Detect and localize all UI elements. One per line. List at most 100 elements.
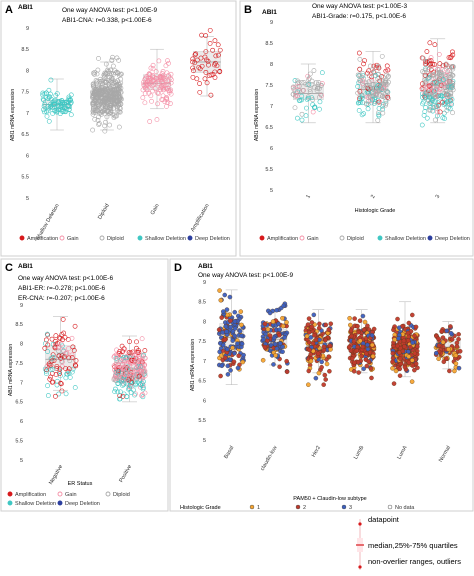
- data-point: [192, 52, 198, 58]
- data-point: [73, 363, 79, 369]
- data-point: [99, 104, 105, 110]
- data-point: [420, 69, 426, 74]
- data-point: [426, 83, 432, 89]
- data-point: [454, 344, 460, 349]
- data-point: [119, 362, 125, 367]
- data-point: [121, 354, 127, 360]
- panel-b-plot: 5 5.5 6 6.5 7 7.5 8 8.5 9 1 2 3 Amplification Gain Dip…: [259, 20, 470, 242]
- data-point: [276, 321, 281, 327]
- data-point: [56, 344, 62, 349]
- data-point: [413, 361, 419, 367]
- data-point: [212, 69, 218, 75]
- data-point: [292, 78, 298, 83]
- data-point: [154, 117, 160, 122]
- data-point: [380, 101, 386, 107]
- data-point: [230, 345, 235, 351]
- data-point: [61, 330, 67, 336]
- x-tick-label: Positive: [118, 464, 133, 484]
- data-point: [44, 331, 50, 337]
- data-point: [45, 96, 51, 101]
- data-point: [133, 351, 139, 357]
- x-tick-label: Her2: [311, 445, 322, 458]
- data-point: [409, 379, 415, 384]
- data-point: [40, 90, 46, 96]
- data-point: [315, 351, 321, 356]
- data-point: [72, 385, 78, 390]
- data-point: [113, 386, 118, 392]
- data-point: [216, 327, 222, 332]
- x-tick-label: claudin-low: [260, 445, 279, 472]
- key-median-label: median,25%-75% quartiles: [368, 541, 458, 550]
- data-point: [196, 65, 202, 70]
- y-tick-label: 7: [26, 111, 29, 117]
- data-point: [53, 372, 59, 377]
- data-point: [69, 369, 75, 375]
- data-point: [360, 313, 366, 319]
- data-point: [356, 108, 362, 113]
- data-point: [117, 389, 123, 395]
- data-point: [376, 110, 381, 116]
- data-point: [66, 366, 72, 372]
- data-point: [95, 108, 100, 114]
- data-point: [267, 310, 273, 316]
- data-point: [128, 360, 133, 366]
- data-point: [42, 345, 48, 351]
- data-point: [212, 38, 218, 44]
- data-point: [349, 333, 354, 339]
- data-point: [413, 324, 419, 330]
- data-point: [164, 104, 169, 109]
- data-point: [423, 95, 429, 100]
- data-point: [436, 343, 442, 348]
- data-point: [54, 109, 60, 115]
- data-point: [443, 356, 449, 361]
- data-point: [434, 109, 440, 115]
- data-point: [68, 92, 74, 98]
- data-point: [277, 327, 282, 332]
- data-point: [456, 332, 461, 337]
- data-point: [423, 91, 428, 97]
- data-point: [113, 95, 119, 101]
- data-point: [63, 366, 69, 371]
- data-point: [191, 68, 196, 74]
- data-point: [127, 339, 132, 344]
- data-point: [262, 321, 268, 327]
- data-point: [202, 76, 208, 82]
- data-point: [405, 330, 411, 336]
- data-point: [123, 377, 128, 383]
- data-point: [225, 363, 231, 369]
- data-point: [272, 341, 278, 347]
- data-point: [115, 70, 121, 76]
- data-point: [206, 62, 211, 68]
- data-point: [130, 349, 136, 355]
- data-point: [439, 77, 445, 82]
- data-point: [99, 99, 105, 105]
- data-point: [238, 309, 244, 314]
- y-tick-label: 9: [20, 303, 23, 309]
- data-point: [217, 288, 222, 293]
- data-point: [57, 368, 63, 374]
- data-point: [427, 72, 433, 78]
- data-point: [205, 58, 211, 64]
- data-point: [444, 104, 450, 110]
- data-point: [96, 121, 102, 126]
- data-point: [107, 74, 112, 80]
- data-point: [114, 358, 120, 364]
- data-point: [385, 94, 391, 100]
- data-point: [365, 346, 371, 352]
- data-point: [348, 322, 353, 328]
- data-point: [369, 375, 374, 381]
- data-point: [118, 72, 123, 77]
- data-point: [421, 99, 426, 105]
- data-point: [397, 366, 403, 372]
- data-point: [303, 113, 309, 119]
- data-point: [190, 65, 196, 71]
- data-point: [130, 363, 136, 369]
- data-point: [415, 344, 420, 349]
- data-point: [313, 80, 319, 86]
- data-point: [327, 343, 333, 349]
- data-point: [368, 98, 374, 104]
- data-point: [367, 63, 373, 69]
- panel-c-plot: 5 5.5 6 6.5 7 7.5 8 8.5 9 Negative Positive Amplifi…: [7, 303, 148, 507]
- y-tick-label: 5.5: [15, 438, 23, 444]
